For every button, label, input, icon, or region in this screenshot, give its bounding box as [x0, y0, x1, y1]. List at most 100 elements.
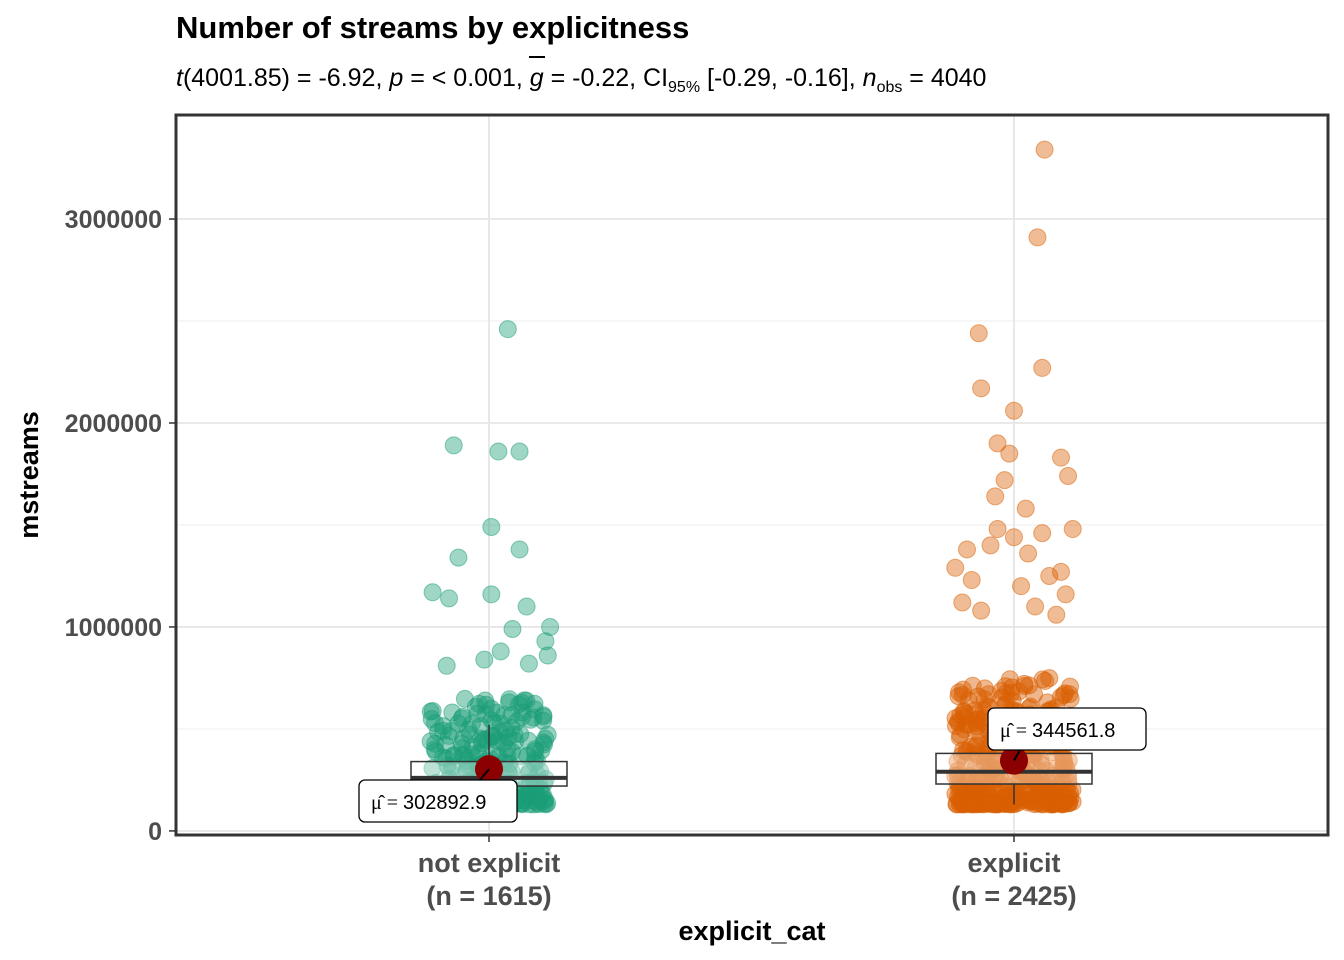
data-point: [524, 708, 543, 727]
data-point: [429, 722, 448, 741]
data-point: [985, 795, 1004, 814]
data-point: [525, 753, 544, 772]
data-point: [489, 442, 508, 461]
mean-label-text: μ̂ = 344561.8: [1000, 720, 1115, 742]
data-point: [453, 739, 472, 758]
t-symbol: t: [176, 64, 183, 92]
data-point: [421, 702, 440, 721]
data-point: [455, 689, 474, 708]
data-point: [1044, 793, 1063, 812]
axes: 0 1000000 2000000 3000000 not explicit(n = 1…: [14, 206, 1077, 946]
data-point: [498, 320, 517, 339]
data-point: [1036, 671, 1055, 690]
boxplots: [410, 712, 1093, 805]
data-point: [498, 747, 517, 766]
data-point: [1003, 678, 1022, 697]
data-point: [1033, 358, 1052, 377]
data-point: [972, 780, 991, 799]
data-point: [482, 518, 501, 537]
data-point: [1015, 674, 1034, 693]
chart-subtitle: t(4001.85) = -6.92, p = < 0.001, g = -0.…: [176, 56, 987, 97]
data-point: [517, 597, 536, 616]
data-point: [1016, 499, 1035, 518]
x-tick-count: (n = 1615): [426, 881, 551, 911]
data-point: [449, 548, 468, 567]
data-point: [946, 784, 965, 803]
plot-panel-border: [174, 113, 1330, 837]
x-axis-label: explicit_cat: [678, 916, 825, 946]
data-point: [1061, 689, 1080, 708]
mean-label-box: [358, 779, 518, 823]
data-point: [520, 762, 539, 781]
data-point: [964, 794, 983, 813]
data-point: [946, 558, 965, 577]
data-point: [974, 747, 993, 766]
data-point: [1012, 577, 1031, 596]
data-point: [972, 379, 991, 398]
data-point: [510, 540, 529, 559]
data-point: [953, 593, 972, 612]
data-point: [442, 721, 461, 740]
n-value: = 4040: [902, 64, 987, 92]
effect-size: = -0.22, CI: [543, 64, 669, 92]
data-point: [986, 487, 1005, 506]
data-point: [503, 619, 522, 638]
data-point: [536, 632, 555, 651]
data-point: [491, 642, 510, 661]
data-point: [535, 791, 554, 810]
data-point: [988, 434, 1007, 453]
data-point: [1055, 684, 1074, 703]
data-point: [426, 742, 445, 761]
data-point: [513, 703, 532, 722]
data-point: [437, 656, 456, 675]
data-point: [1035, 140, 1054, 159]
y-axis-label: mstreams: [14, 411, 44, 539]
data-point: [1033, 524, 1052, 543]
data-point: [472, 734, 491, 753]
data-point: [482, 585, 501, 604]
p-symbol: p: [389, 64, 404, 92]
data-point: [515, 791, 534, 810]
chart-title: Number of streams by explicitness: [176, 10, 690, 45]
data-point: [1040, 566, 1059, 585]
data-point: [470, 694, 489, 713]
data-point: [421, 732, 440, 751]
x-tick-label: explicit: [967, 848, 1060, 878]
data-point: [487, 703, 506, 722]
ci-range: [-0.29, -0.16],: [700, 64, 863, 92]
data-point: [452, 709, 471, 728]
data-point: [962, 571, 981, 590]
data-point: [955, 708, 974, 727]
mean-label-leader: [1013, 749, 1021, 762]
data-point: [444, 436, 463, 455]
data-point: [1052, 448, 1070, 467]
mean-label-text: μ̂ = 302892.9: [371, 792, 486, 814]
data-point: [1019, 544, 1038, 563]
y-tick-label: 1000000: [65, 614, 162, 642]
data-point: [1005, 401, 1023, 420]
y-tick-label: 0: [148, 818, 162, 846]
data-point: [1052, 562, 1070, 581]
data-point: [1063, 520, 1082, 539]
data-point: [953, 686, 972, 705]
g-hat-symbol: g: [528, 56, 545, 92]
data-point: [506, 731, 525, 750]
data-point: [1059, 467, 1078, 486]
data-point: [988, 520, 1007, 539]
data-point: [519, 654, 538, 673]
y-tick-label: 2000000: [65, 410, 162, 438]
ci-level: 95%: [668, 79, 701, 96]
data-point: [475, 650, 494, 669]
data-point: [946, 709, 965, 728]
y-tick-label: 3000000: [65, 206, 162, 234]
data-point: [423, 583, 442, 602]
data-point: [947, 794, 966, 813]
n-symbol: n: [862, 64, 877, 92]
data-point: [1026, 597, 1045, 616]
data-point: [443, 703, 462, 722]
data-point: [972, 601, 991, 620]
data-points: [421, 140, 1082, 814]
data-point: [1005, 528, 1023, 547]
data-point: [453, 707, 472, 726]
x-tick-label: not explicit: [418, 848, 561, 878]
